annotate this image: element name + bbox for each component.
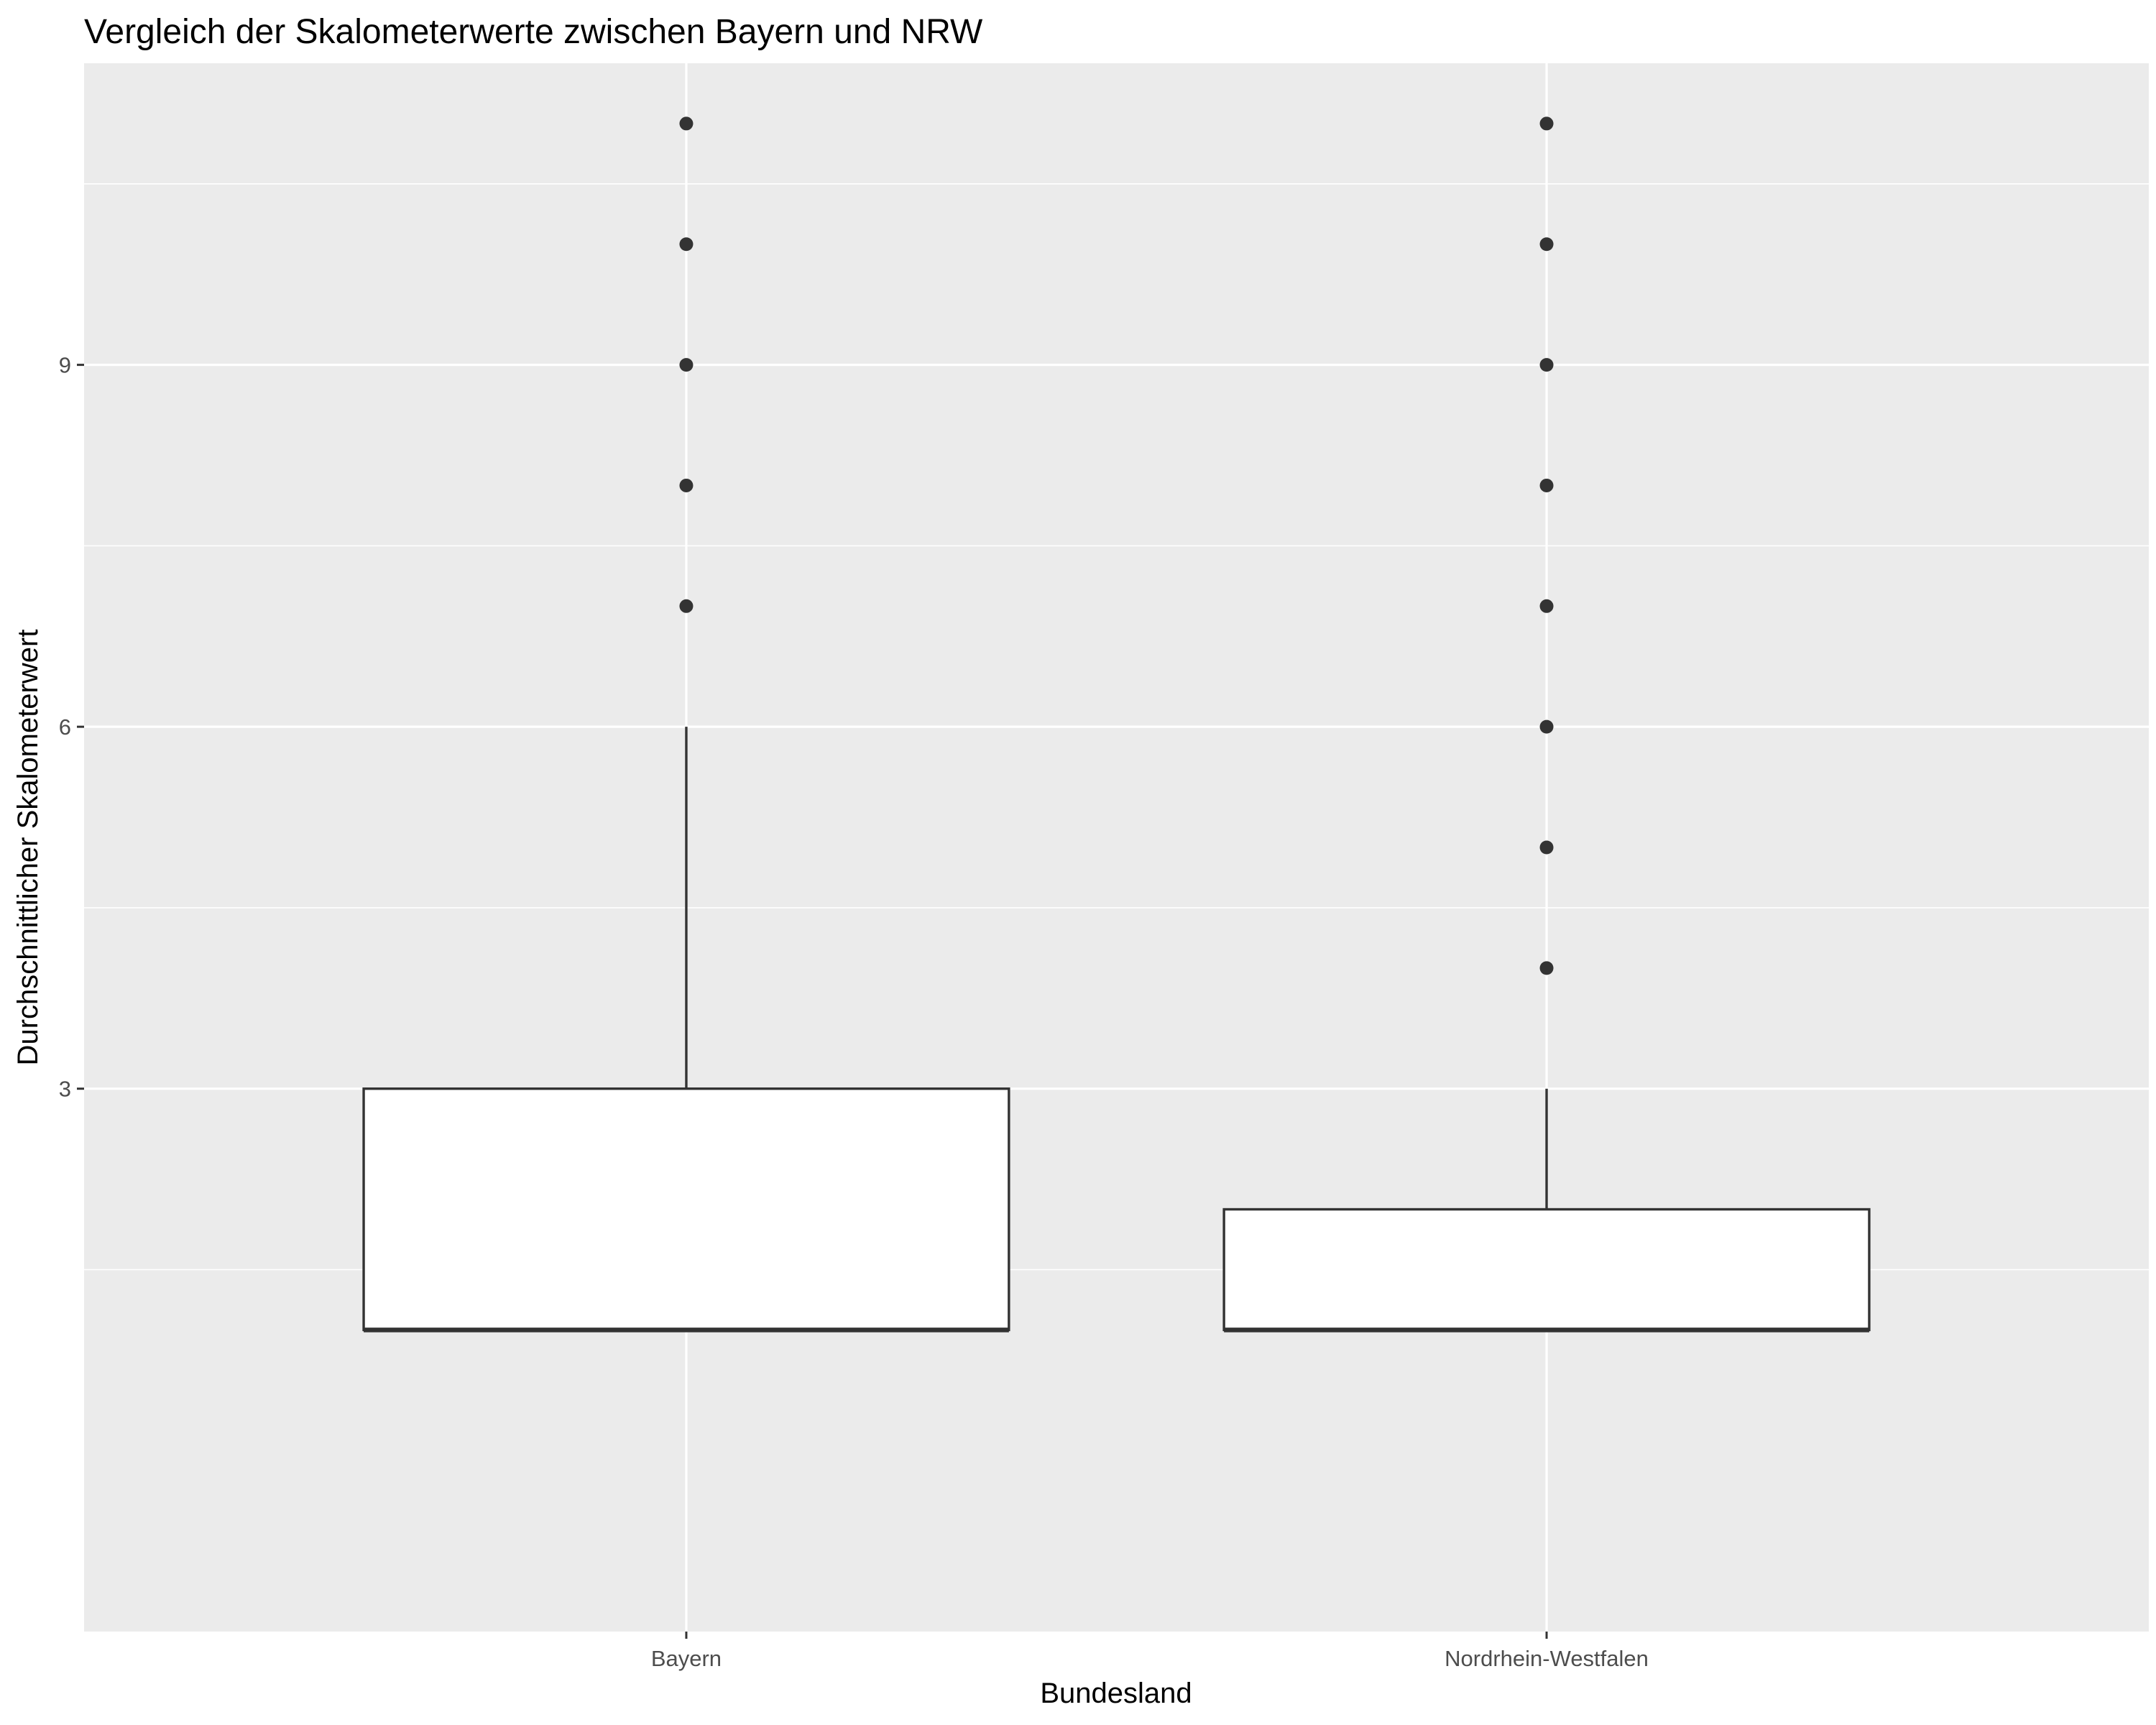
chart-title: Vergleich der Skalometerwerte zwischen B… (84, 13, 983, 51)
x-axis: Bayern Nordrhein-Westfalen (651, 1632, 1649, 1671)
outlier-point (1539, 840, 1554, 855)
y-tick-label: 3 (59, 1077, 71, 1102)
x-tick-label: Bayern (651, 1646, 722, 1671)
boxes-layer (362, 116, 1871, 1333)
box-bayern (362, 116, 1010, 1333)
outlier-point (679, 116, 694, 131)
box-iqr (1222, 1208, 1871, 1332)
outlier-point (1539, 237, 1554, 252)
outlier-point (1539, 358, 1554, 372)
outlier-point (1539, 719, 1554, 734)
x-tick-label: Nordrhein-Westfalen (1445, 1646, 1649, 1671)
outlier-point (679, 478, 694, 492)
outlier-point (1539, 599, 1554, 613)
outlier-point (1539, 478, 1554, 492)
y-tick-label: 9 (59, 353, 71, 378)
outlier-point (679, 599, 694, 613)
y-tick-label: 6 (59, 714, 71, 740)
box-nordrhein-westfalen (1222, 116, 1871, 1333)
x-axis-title: Bundesland (1040, 1678, 1192, 1709)
outlier-point (679, 358, 694, 372)
outlier-point (679, 237, 694, 252)
box-iqr (362, 1087, 1010, 1332)
y-axis: 3 6 9 (59, 353, 84, 1102)
outlier-point (1539, 961, 1554, 975)
outlier-point (1539, 116, 1554, 131)
y-axis-title: Durchschnittlicher Skalometerwert (12, 630, 44, 1066)
plot-panel (84, 63, 2149, 1632)
